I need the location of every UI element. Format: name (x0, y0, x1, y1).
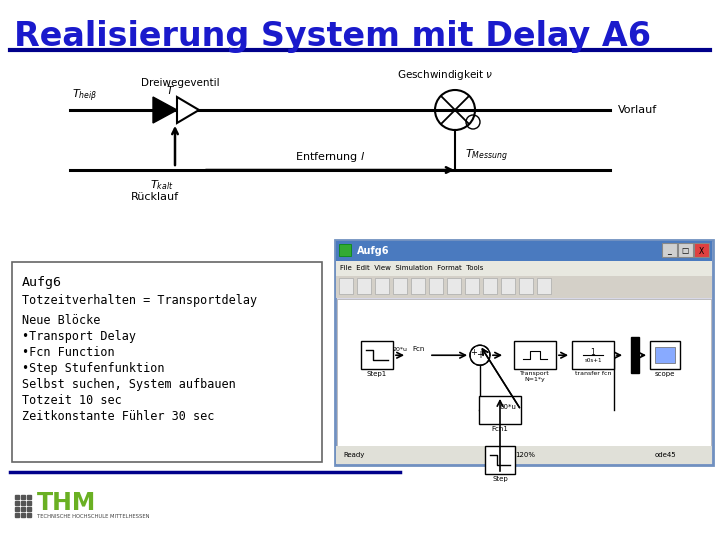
Bar (21, 513, 25, 517)
Text: Rücklauf: Rücklauf (131, 192, 179, 202)
FancyBboxPatch shape (411, 278, 425, 294)
Text: Fcn1: Fcn1 (492, 426, 508, 432)
Text: Vorlauf: Vorlauf (618, 105, 657, 115)
Bar (27, 495, 31, 499)
Text: Entfernung $l$: Entfernung $l$ (294, 150, 365, 164)
Text: Step: Step (492, 476, 508, 482)
FancyBboxPatch shape (662, 243, 677, 257)
Text: ode45: ode45 (655, 452, 677, 458)
Text: 20*u: 20*u (392, 347, 408, 352)
Text: $T_{kalt}$: $T_{kalt}$ (150, 178, 174, 192)
Text: +: + (471, 348, 477, 357)
FancyBboxPatch shape (361, 341, 393, 369)
Bar (15, 513, 19, 517)
Text: _: _ (667, 246, 671, 255)
Bar (21, 495, 25, 499)
Text: •Fcn Function: •Fcn Function (22, 346, 114, 359)
FancyBboxPatch shape (393, 278, 407, 294)
Text: Neue Blöcke: Neue Blöcke (22, 314, 100, 327)
Text: 120%: 120% (515, 452, 535, 458)
FancyBboxPatch shape (339, 278, 353, 294)
FancyBboxPatch shape (337, 299, 711, 447)
FancyBboxPatch shape (375, 278, 389, 294)
FancyBboxPatch shape (336, 241, 712, 261)
FancyBboxPatch shape (537, 278, 551, 294)
Text: Transport
N=1*y: Transport N=1*y (520, 371, 550, 382)
Bar (27, 513, 31, 517)
Text: Ready: Ready (343, 452, 364, 458)
Text: 1: 1 (590, 348, 595, 357)
Text: Aufg6: Aufg6 (357, 246, 390, 256)
FancyBboxPatch shape (631, 338, 639, 373)
FancyBboxPatch shape (694, 243, 709, 257)
Text: Fcn: Fcn (413, 346, 426, 352)
FancyBboxPatch shape (465, 278, 479, 294)
FancyBboxPatch shape (572, 341, 614, 369)
Text: Realisierung System mit Delay A6: Realisierung System mit Delay A6 (14, 20, 651, 53)
Bar (27, 501, 31, 505)
FancyBboxPatch shape (339, 244, 351, 256)
Text: •Step Stufenfunktion: •Step Stufenfunktion (22, 362, 164, 375)
FancyBboxPatch shape (12, 262, 322, 462)
Text: Geschwindigkeit $\nu$: Geschwindigkeit $\nu$ (397, 68, 493, 82)
Text: Zeitkonstante Fühler 30 sec: Zeitkonstante Fühler 30 sec (22, 410, 215, 423)
Text: THM: THM (37, 491, 96, 515)
Text: $T_{hei\beta}$: $T_{hei\beta}$ (72, 87, 97, 104)
Text: •Transport Delay: •Transport Delay (22, 330, 136, 343)
FancyBboxPatch shape (483, 278, 497, 294)
Text: 60*u: 60*u (500, 404, 516, 410)
Text: transfer fcn: transfer fcn (575, 371, 611, 376)
Bar (27, 507, 31, 511)
Text: $T_{Messung}$: $T_{Messung}$ (465, 147, 508, 164)
FancyBboxPatch shape (501, 278, 515, 294)
Text: Totzeitverhalten = Transportdelay: Totzeitverhalten = Transportdelay (22, 294, 257, 307)
Polygon shape (153, 97, 177, 123)
FancyBboxPatch shape (650, 341, 680, 369)
FancyBboxPatch shape (429, 278, 443, 294)
Text: +: + (476, 350, 484, 360)
Text: s0s+1: s0s+1 (584, 357, 602, 363)
Text: □: □ (681, 246, 688, 255)
FancyBboxPatch shape (335, 240, 713, 465)
FancyBboxPatch shape (447, 278, 461, 294)
Text: Step1: Step1 (367, 371, 387, 377)
FancyBboxPatch shape (678, 243, 693, 257)
Text: TECHNISCHE HOCHSCHULE MITTELHESSEN: TECHNISCHE HOCHSCHULE MITTELHESSEN (37, 514, 150, 518)
Text: Totzeit 10 sec: Totzeit 10 sec (22, 394, 122, 407)
Bar (21, 501, 25, 505)
Bar (15, 507, 19, 511)
Bar (15, 501, 19, 505)
FancyBboxPatch shape (655, 347, 675, 363)
Polygon shape (177, 97, 199, 123)
FancyBboxPatch shape (485, 446, 515, 474)
Text: Selbst suchen, System aufbauen: Selbst suchen, System aufbauen (22, 378, 235, 391)
FancyBboxPatch shape (519, 278, 533, 294)
Text: X: X (698, 246, 703, 255)
Text: Dreiwegeventil: Dreiwegeventil (140, 78, 220, 88)
Text: File  Edit  View  Simulation  Format  Tools: File Edit View Simulation Format Tools (340, 266, 483, 272)
Text: scope: scope (654, 371, 675, 377)
FancyBboxPatch shape (336, 276, 712, 298)
FancyBboxPatch shape (357, 278, 371, 294)
Bar (21, 507, 25, 511)
FancyBboxPatch shape (336, 261, 712, 276)
Text: Aufg6: Aufg6 (22, 276, 62, 289)
Text: T: T (167, 86, 174, 96)
FancyBboxPatch shape (514, 341, 556, 369)
Bar (15, 495, 19, 499)
FancyBboxPatch shape (336, 446, 712, 464)
FancyBboxPatch shape (479, 396, 521, 424)
